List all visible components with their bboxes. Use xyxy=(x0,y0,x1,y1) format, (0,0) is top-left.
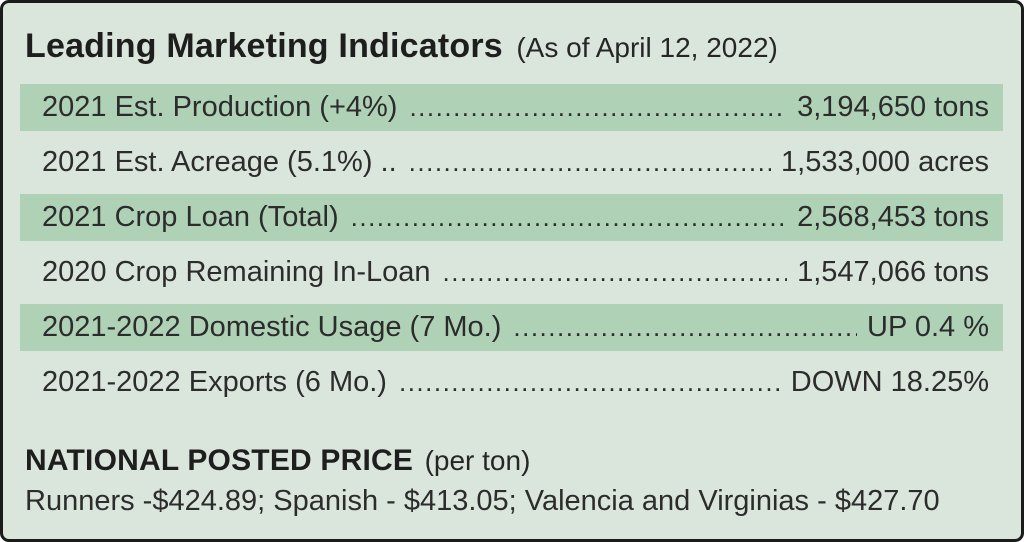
page-title: Leading Marketing Indicators (As of Apri… xyxy=(25,27,1001,65)
dotted-leader xyxy=(399,359,781,406)
dotted-leader xyxy=(443,249,788,296)
indicator-table: 2021 Est. Production (+4%) 3,194,650 ton… xyxy=(20,83,1003,406)
dotted-leader xyxy=(513,304,857,351)
table-row: 2021-2022 Exports (6 Mo.) DOWN 18.25% xyxy=(20,359,1003,406)
row-label: 2021 Est. Production (+4%) xyxy=(42,90,398,123)
row-value: DOWN 18.25% xyxy=(790,365,989,398)
row-label: 2021 Est. Acreage (5.1%) .. xyxy=(42,145,397,178)
row-label: 2021 Crop Loan (Total) xyxy=(42,200,339,233)
footer-heading: NATIONAL POSTED PRICE xyxy=(25,443,414,477)
table-row: 2021 Est. Acreage (5.1%) .. 1,533,000 ac… xyxy=(20,139,1003,186)
table-row: 2021 Est. Production (+4%) 3,194,650 ton… xyxy=(20,83,1003,131)
row-label: 2021-2022 Exports (6 Mo.) xyxy=(42,365,387,398)
row-value: 2,568,453 tons xyxy=(797,200,989,233)
row-value: UP 0.4 % xyxy=(867,310,989,343)
footer-heading-suffix: (per ton) xyxy=(424,444,531,476)
footer-heading-line: NATIONAL POSTED PRICE (per ton) xyxy=(25,444,1001,479)
dotted-leader xyxy=(409,84,787,131)
row-value: 1,533,000 acres xyxy=(781,145,989,178)
dotted-leader xyxy=(409,139,771,186)
row-label: 2020 Crop Remaining In-Loan xyxy=(42,255,431,288)
table-row: 2020 Crop Remaining In-Loan 1,547,066 to… xyxy=(20,249,1003,296)
national-posted-price-section: NATIONAL POSTED PRICE (per ton) Runners … xyxy=(25,444,1001,519)
dotted-leader xyxy=(351,194,787,241)
price-line: Runners -$424.89; Spanish - $413.05; Val… xyxy=(25,485,940,518)
table-row: 2021-2022 Domestic Usage (7 Mo.) UP 0.4 … xyxy=(20,303,1003,351)
title-date: (As of April 12, 2022) xyxy=(516,32,778,63)
row-value: 1,547,066 tons xyxy=(797,255,989,288)
row-label: 2021-2022 Domestic Usage (7 Mo.) xyxy=(42,310,502,343)
row-value: 3,194,650 tons xyxy=(797,90,989,123)
title-text: Leading Marketing Indicators xyxy=(25,27,503,65)
table-row: 2021 Crop Loan (Total) 2,568,453 tons xyxy=(20,193,1003,241)
